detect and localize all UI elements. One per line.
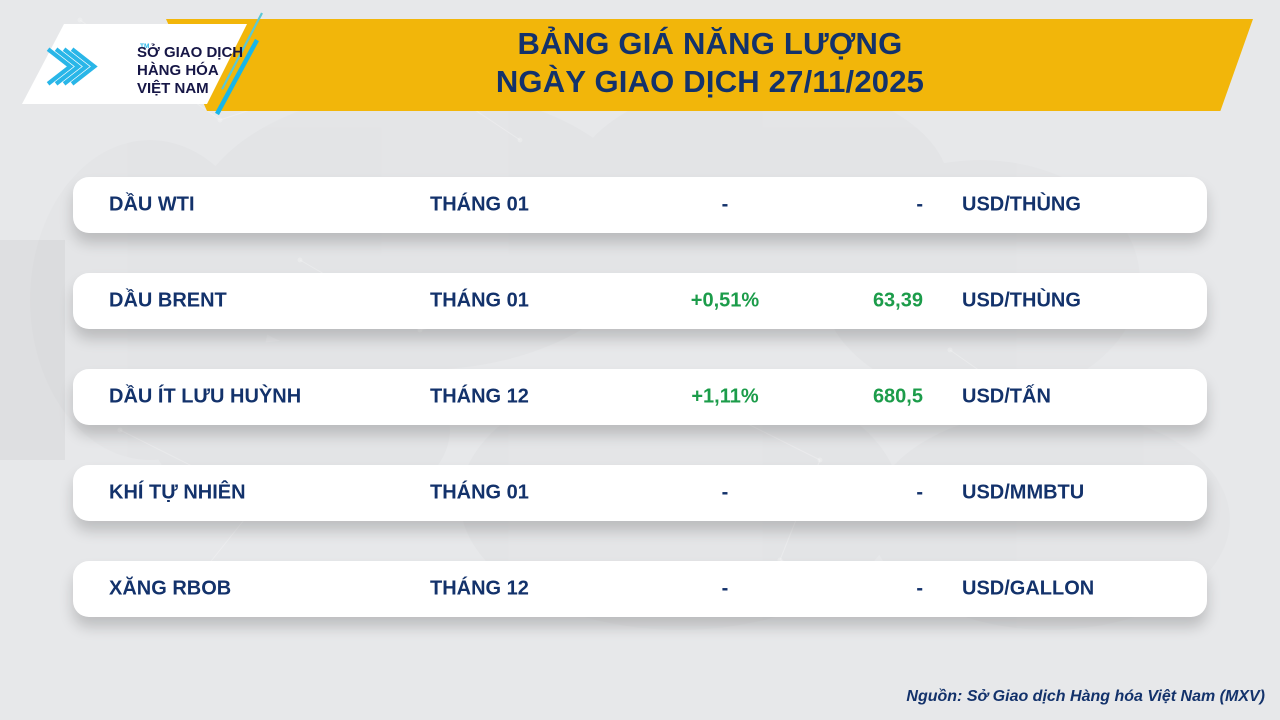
svg-text:HÀNG HÓA: HÀNG HÓA bbox=[137, 61, 219, 79]
svg-text:VIỆT NAM: VIỆT NAM bbox=[137, 79, 209, 97]
